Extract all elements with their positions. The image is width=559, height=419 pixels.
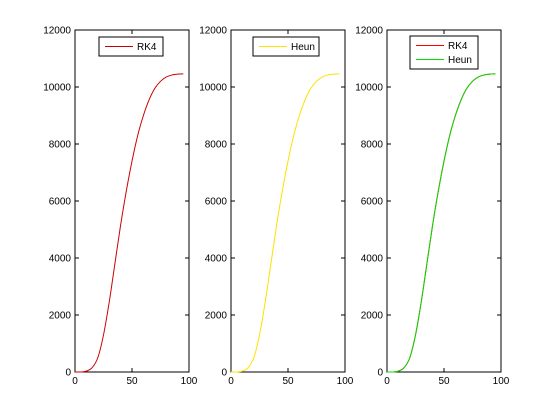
legend: RK4 Heun (409, 35, 479, 70)
legend-label-heun: Heun (291, 42, 315, 53)
x-tick-label: 0 (384, 376, 390, 387)
axes-box (386, 29, 502, 373)
y-tick-label: 8000 (205, 140, 228, 151)
y-tick-label: 2000 (205, 311, 228, 322)
series-line-rk4 (74, 73, 184, 373)
legend: Heun (252, 36, 320, 57)
y-tick-label: 8000 (49, 140, 72, 151)
subplot-2: 0 2000 4000 6000 8000 10000 12000 0 50 100 Heun (199, 26, 354, 388)
y-tick-label: 4000 (361, 254, 384, 265)
legend-label-rk4: RK4 (448, 41, 468, 52)
y-tick-label: 8000 (361, 140, 384, 151)
legend-box (409, 35, 479, 70)
y-tick-label: 10000 (199, 83, 227, 94)
axes-box (74, 29, 190, 373)
y-tick-label: 6000 (361, 197, 384, 208)
legend: RK4 (98, 36, 164, 57)
y-tick-label: 2000 (361, 311, 384, 322)
x-tick-label: 50 (438, 376, 450, 387)
x-tick-label: 100 (337, 376, 354, 387)
y-tick-label: 0 (65, 368, 71, 379)
x-tick-label: 0 (72, 376, 78, 387)
x-tick-label: 0 (228, 376, 234, 387)
y-tick-label: 2000 (49, 311, 72, 322)
y-tick-label: 12000 (43, 26, 71, 37)
subplot-1: 0 2000 4000 6000 8000 10000 12000 0 50 100 RK4 (43, 26, 198, 388)
y-tick-label: 6000 (205, 197, 228, 208)
x-tick-label: 100 (493, 376, 510, 387)
y-tick-label: 6000 (49, 197, 72, 208)
y-tick-label: 10000 (355, 83, 383, 94)
series-line-heun (386, 73, 496, 373)
x-tick-label: 50 (126, 376, 138, 387)
subplot-3: 0 2000 4000 6000 8000 10000 12000 0 50 100 RK4 Heun (355, 26, 510, 388)
y-tick-label: 0 (377, 368, 383, 379)
series-line-heun (230, 73, 340, 373)
y-tick-label: 4000 (205, 254, 228, 265)
y-tick-label: 12000 (199, 26, 227, 37)
axes-box (230, 29, 346, 373)
legend-label-heun: Heun (448, 55, 472, 66)
y-tick-label: 10000 (43, 83, 71, 94)
y-tick-label: 0 (221, 368, 227, 379)
y-tick-label: 12000 (355, 26, 383, 37)
x-tick-label: 100 (181, 376, 198, 387)
x-tick-label: 50 (282, 376, 294, 387)
y-tick-label: 4000 (49, 254, 72, 265)
legend-label-rk4: RK4 (137, 42, 157, 53)
